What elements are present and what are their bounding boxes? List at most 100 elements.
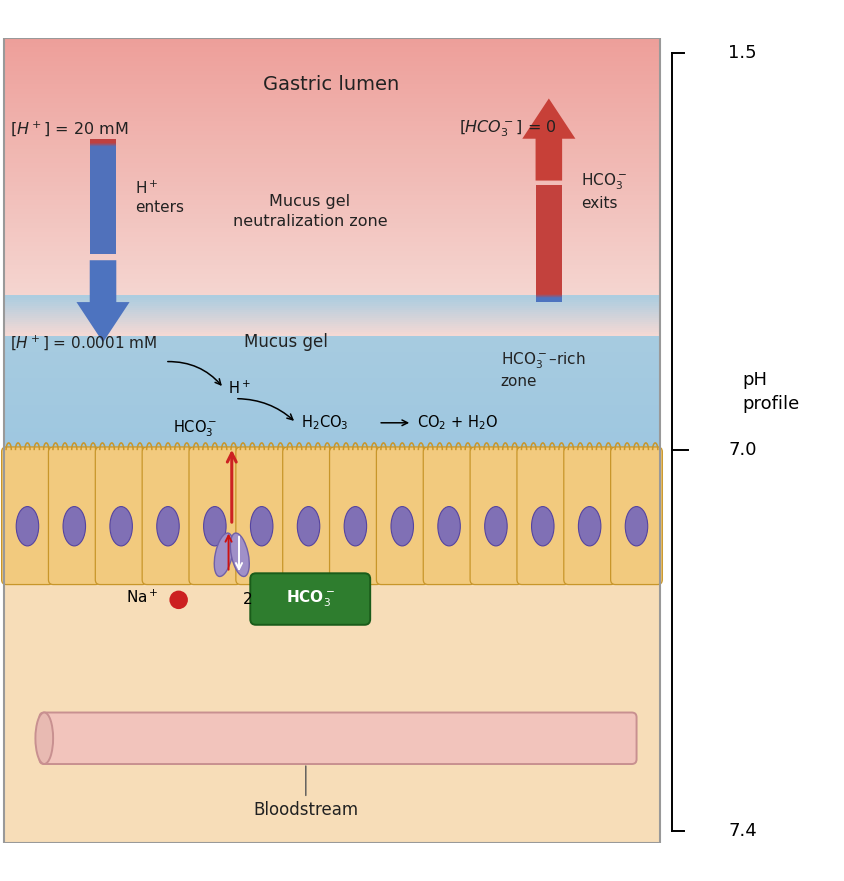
FancyBboxPatch shape [517, 447, 568, 585]
Bar [4, 444, 659, 450]
Bar [4, 426, 659, 433]
Bar [4, 249, 659, 255]
Bar [4, 321, 659, 324]
Bar [4, 395, 659, 401]
Circle shape [169, 590, 187, 609]
FancyBboxPatch shape [189, 447, 241, 585]
Bar [4, 305, 659, 307]
Bar [4, 301, 659, 304]
Bar [4, 297, 659, 300]
Ellipse shape [484, 507, 506, 546]
Bar [4, 259, 659, 265]
Bar [4, 235, 659, 241]
Text: Mucus gel: Mucus gel [243, 333, 327, 352]
Bar [4, 124, 659, 130]
FancyBboxPatch shape [235, 447, 287, 585]
Bar [4, 319, 659, 322]
Bar [4, 418, 659, 423]
Bar [4, 38, 659, 843]
Bar [4, 92, 659, 99]
Bar [4, 328, 659, 334]
Bar [4, 120, 659, 126]
Bar [4, 412, 659, 418]
Bar [4, 241, 659, 247]
Bar [4, 83, 659, 89]
Bar [4, 323, 659, 329]
FancyBboxPatch shape [95, 447, 147, 585]
Bar [4, 212, 659, 218]
Ellipse shape [391, 507, 413, 546]
Bar [4, 315, 659, 318]
Bar [4, 325, 659, 328]
Bar [4, 333, 659, 336]
Bar [4, 359, 659, 365]
Bar [4, 46, 659, 52]
Bar [4, 129, 659, 136]
Bar [4, 231, 659, 237]
Text: HCO$_3^-$
exits: HCO$_3^-$ exits [581, 172, 626, 211]
Bar [4, 403, 659, 410]
Ellipse shape [577, 507, 600, 546]
Ellipse shape [110, 507, 133, 546]
Text: H$^+$: H$^+$ [228, 380, 250, 396]
Text: HCO$_3^-$: HCO$_3^-$ [285, 589, 334, 610]
Bar [4, 309, 659, 312]
Bar [4, 263, 659, 270]
Bar [4, 50, 659, 56]
Text: HCO$_3^-$: HCO$_3^-$ [173, 418, 217, 439]
Bar [4, 152, 659, 159]
Ellipse shape [344, 507, 366, 546]
Bar [4, 581, 659, 843]
Bar [4, 422, 659, 428]
Bar [4, 101, 659, 107]
Bar [4, 272, 659, 278]
Bar [4, 377, 659, 383]
Bar [4, 327, 659, 329]
Text: pH
profile: pH profile [741, 372, 798, 413]
Bar [4, 305, 659, 311]
Bar [4, 208, 659, 214]
Bar [4, 381, 659, 388]
Bar [4, 138, 659, 144]
FancyBboxPatch shape [376, 447, 428, 585]
Bar [4, 440, 659, 446]
Text: 7.0: 7.0 [728, 441, 756, 459]
Ellipse shape [16, 507, 39, 546]
Bar [4, 317, 659, 320]
Ellipse shape [203, 507, 226, 546]
Bar [4, 295, 659, 298]
Bar [4, 36, 659, 43]
Bar [4, 282, 659, 288]
Bar [4, 435, 659, 441]
Bar [4, 204, 659, 210]
Bar [4, 180, 659, 186]
Bar [4, 78, 659, 85]
FancyBboxPatch shape [610, 447, 662, 585]
Bar [4, 167, 659, 173]
Bar [4, 147, 659, 154]
Bar [4, 364, 659, 369]
Ellipse shape [250, 507, 273, 546]
FancyBboxPatch shape [2, 447, 53, 585]
Bar [4, 278, 659, 284]
Ellipse shape [531, 507, 554, 546]
FancyBboxPatch shape [40, 713, 636, 764]
Bar [4, 323, 659, 326]
Bar [4, 291, 659, 297]
FancyArrow shape [76, 260, 129, 343]
FancyBboxPatch shape [469, 447, 521, 585]
Bar [4, 106, 659, 112]
Bar [4, 198, 659, 204]
Bar [4, 55, 659, 62]
Text: HCO$_3^-$–rich
zone: HCO$_3^-$–rich zone [500, 350, 585, 389]
FancyArrow shape [522, 99, 575, 181]
Bar [4, 399, 659, 405]
Ellipse shape [214, 533, 233, 576]
Bar [4, 309, 659, 315]
Bar [4, 315, 659, 320]
Bar [4, 331, 659, 334]
Text: Mucus gel
neutralization zone: Mucus gel neutralization zone [232, 194, 387, 228]
Ellipse shape [437, 507, 460, 546]
Bar [4, 134, 659, 140]
Bar [4, 73, 659, 80]
